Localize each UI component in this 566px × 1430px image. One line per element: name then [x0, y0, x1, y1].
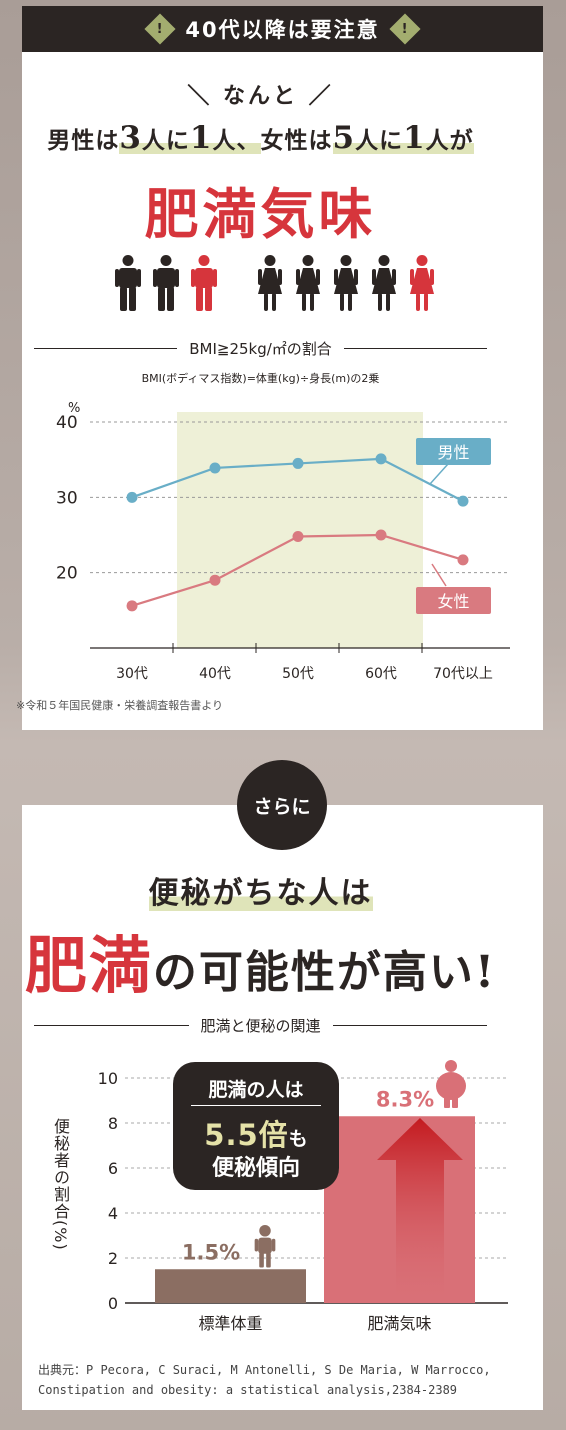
- woman-icon: [372, 255, 396, 311]
- woman-icon: [258, 255, 282, 311]
- y-tick-label: 0: [108, 1294, 118, 1313]
- headline-obese: 肥満気味: [144, 182, 377, 246]
- data-point: [292, 531, 304, 543]
- legend-leader: [429, 463, 449, 485]
- data-point: [292, 457, 304, 469]
- man-icon: [115, 255, 141, 311]
- y-tick-label: 2: [108, 1249, 118, 1268]
- x-tick-label: 60代: [365, 666, 397, 682]
- ratio-text: 男性は3人に1人、女性は5人に1人が: [47, 120, 474, 156]
- x-tick-label: 40代: [199, 666, 231, 682]
- callout-bubble: 肥満の人は 5.5倍も 便秘傾向: [173, 1062, 339, 1190]
- bar-0: [155, 1269, 306, 1303]
- callout-line1: 肥満の人は: [208, 1079, 304, 1101]
- legend-label: 男性: [437, 443, 469, 462]
- legend-label: 女性: [437, 592, 469, 611]
- x-tick-label: 70代以上: [433, 666, 493, 682]
- data-point: [209, 574, 221, 586]
- bmi-section-title: BMI≧25kg/㎡の割合: [34, 338, 488, 359]
- legend-leader: [431, 563, 447, 587]
- sarani-badge: さらに: [237, 760, 327, 850]
- data-point: [375, 453, 387, 465]
- x-tick-label: 30代: [116, 666, 148, 682]
- source-citation: 出典元：P Pecora, C Suraci, M Antonelli, S D…: [38, 1363, 491, 1397]
- man-icon: [153, 255, 179, 311]
- legend-box-0: [416, 438, 491, 465]
- data-point: [126, 600, 138, 612]
- bar-value-label: 8.3%: [376, 1087, 434, 1111]
- y-tick-label: 30: [56, 488, 78, 508]
- constipation-lead: 便秘がちな人は: [148, 876, 373, 911]
- legend-box-1: [416, 587, 491, 614]
- y-tick-label: 6: [108, 1159, 118, 1178]
- exclamation-icon: !: [144, 13, 176, 45]
- bmi-subtitle: BMI(ボディマス指数)=体重(kg)÷身長(m)の2乗: [141, 372, 380, 385]
- y-unit-label: %: [68, 401, 80, 416]
- y-tick-label: 8: [108, 1114, 118, 1133]
- bar-value-label: 1.5%: [182, 1240, 240, 1264]
- bar-y-axis-label: 便秘者の割合(%): [51, 1118, 70, 1251]
- y-tick-label: 20: [56, 564, 78, 584]
- up-arrow-icon: [377, 1118, 463, 1298]
- people-icons: [0, 255, 521, 311]
- exclamation-icon: !: [389, 13, 421, 45]
- woman-icon: [296, 255, 320, 311]
- data-point: [375, 529, 387, 541]
- y-tick-label: 10: [98, 1069, 118, 1088]
- banner-title: 40代以降は要注意: [185, 18, 380, 42]
- obese-person-icon: [436, 1060, 466, 1108]
- callout-line3: 便秘傾向: [211, 1156, 300, 1181]
- constipation-chart-title: 肥満と便秘の関連: [34, 1015, 488, 1036]
- x-tick-label: 肥満気味: [367, 1314, 431, 1333]
- constipation-bar-chart: 0 2 4 6 8 10 1.5% 標準体重 8.3% 肥満気味: [98, 1060, 508, 1333]
- woman-icon: [334, 255, 358, 311]
- callout-line2: 5.5倍も: [204, 1118, 308, 1152]
- data-point: [457, 495, 469, 507]
- source-note: ※令和５年国民健康・栄養調査報告書より: [16, 699, 223, 712]
- data-point: [209, 462, 221, 474]
- highlight-band: [177, 412, 423, 648]
- standard-person-icon: [254, 1225, 276, 1268]
- x-tick-label: 標準体重: [198, 1314, 262, 1333]
- man-icon: [191, 255, 217, 311]
- constipation-headline: 肥満の可能性が高い!: [24, 929, 497, 1002]
- x-tick-label: 50代: [282, 666, 314, 682]
- lead-text: ＼ なんと ／: [187, 84, 334, 109]
- y-tick-label: 40: [56, 413, 78, 433]
- data-point: [126, 491, 138, 503]
- warning-banner: ! 40代以降は要注意 !: [22, 6, 543, 52]
- data-point: [457, 554, 469, 566]
- y-tick-label: 4: [108, 1204, 118, 1223]
- woman-icon: [410, 255, 434, 311]
